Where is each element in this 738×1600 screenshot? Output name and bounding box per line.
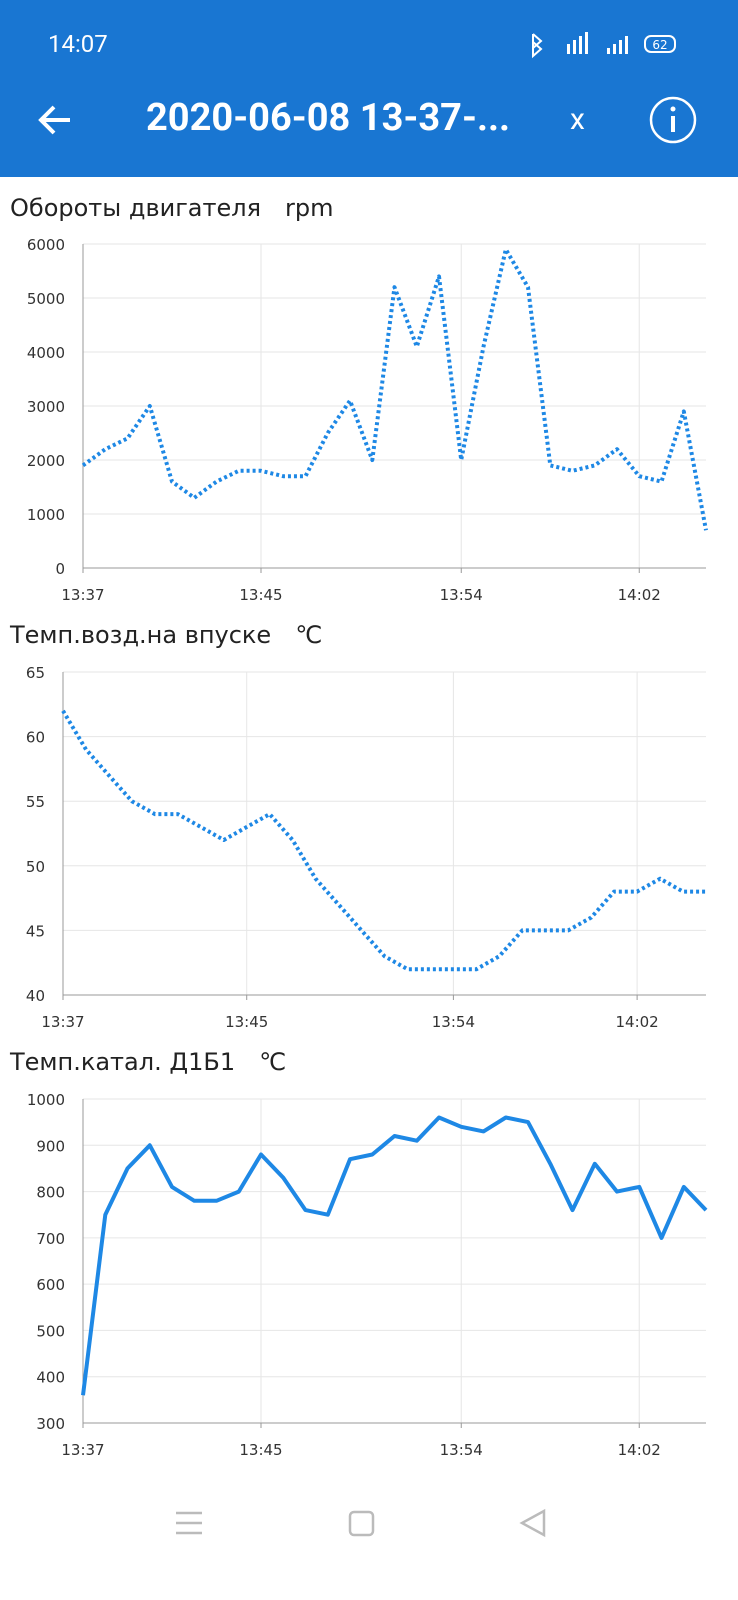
title-text: Темп.возд.на впуске: [9, 621, 271, 649]
data-line: [61, 709, 706, 972]
x-tick-label: 13:54: [432, 1013, 475, 1031]
unit-text: ℃: [259, 1048, 286, 1076]
battery-level: 62: [652, 38, 667, 52]
close-button[interactable]: x: [570, 102, 585, 137]
back-button[interactable]: [36, 100, 76, 140]
y-tick-label: 50: [26, 858, 45, 876]
nav-bar: [176, 1508, 546, 1538]
y-tick-label: 1000: [27, 506, 65, 524]
x-tick-label: 13:54: [440, 1441, 483, 1459]
x-tick-label: 13:54: [440, 586, 483, 604]
y-tick-label: 400: [36, 1369, 65, 1387]
y-tick-label: 500: [36, 1322, 65, 1340]
y-tick-label: 40: [26, 987, 45, 1005]
x-tick-label: 13:45: [239, 1441, 282, 1459]
y-tick-label: 700: [36, 1230, 65, 1248]
y-tick-label: 55: [26, 793, 45, 811]
chart-title: Темп.катал. Д1Б1 ℃: [9, 1048, 286, 1076]
y-tick-label: 600: [36, 1276, 65, 1294]
header-title: 2020-06-08 13-37-...: [146, 96, 511, 140]
info-button[interactable]: [648, 95, 698, 145]
x-tick-label: 13:45: [239, 586, 282, 604]
y-tick-label: 5000: [27, 290, 65, 308]
app-bar: 14:07 62 2020-06-08 13-37-... x: [0, 0, 738, 177]
y-tick-label: 6000: [27, 236, 65, 254]
data-line: [81, 1115, 708, 1396]
y-tick-label: 0: [55, 560, 65, 578]
y-tick-label: 2000: [27, 452, 65, 470]
unit-text: rpm: [285, 194, 333, 222]
y-tick-label: 60: [26, 729, 45, 747]
y-tick-label: 45: [26, 922, 45, 940]
data-line: [81, 247, 708, 531]
x-tick-label: 13:45: [225, 1013, 268, 1031]
x-tick-label: 14:02: [618, 586, 661, 604]
unit-text: ℃: [295, 621, 322, 649]
title-text: Темп.катал. Д1Б1: [9, 1048, 235, 1076]
y-tick-label: 65: [26, 664, 45, 682]
y-tick-label: 800: [36, 1184, 65, 1202]
x-tick-label: 13:37: [41, 1013, 84, 1031]
x-tick-label: 13:37: [61, 586, 104, 604]
x-tick-label: 14:02: [615, 1013, 658, 1031]
y-tick-label: 4000: [27, 344, 65, 362]
y-tick-label: 300: [36, 1415, 65, 1433]
chart-title: Темп.возд.на впуске ℃: [9, 621, 322, 649]
chart-title: Обороты двигателя rpm: [10, 194, 334, 222]
status-icons: 62: [532, 32, 676, 59]
y-tick-label: 1000: [27, 1091, 65, 1109]
x-tick-label: 13:37: [61, 1441, 104, 1459]
y-tick-label: 900: [36, 1137, 65, 1155]
x-tick-label: 14:02: [618, 1441, 661, 1459]
y-tick-label: 3000: [27, 398, 65, 416]
title-text: Обороты двигателя: [10, 194, 261, 222]
status-time: 14:07: [48, 30, 108, 58]
